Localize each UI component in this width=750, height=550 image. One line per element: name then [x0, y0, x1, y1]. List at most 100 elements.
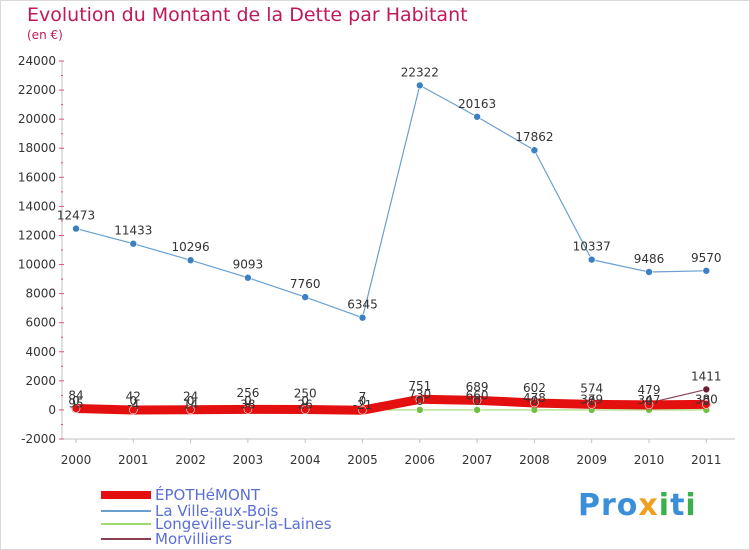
chart-title: Evolution du Montant de la Dette par Hab… — [27, 4, 468, 26]
data-label: 0 — [416, 394, 424, 408]
data-label: 9093 — [233, 258, 264, 272]
data-label: 10296 — [172, 240, 210, 254]
legend-label: Morvilliers — [155, 530, 233, 548]
data-label: 7760 — [290, 277, 321, 291]
data-label: 0 — [645, 394, 653, 408]
chart-subtitle: (en €) — [27, 28, 63, 42]
data-label: 689 — [466, 380, 489, 394]
data-label: 0 — [531, 394, 539, 408]
data-label: 0 — [473, 394, 481, 408]
data-point — [644, 400, 654, 410]
data-label: 602 — [523, 381, 546, 395]
data-label: 24 — [183, 390, 198, 404]
chart-data-labels: 12473 11433 10296 9093 7760 6345 22322 20163 178… — [57, 65, 722, 412]
x-tick-label: 2010 — [634, 453, 665, 467]
data-label: 0 — [359, 394, 367, 408]
data-point — [358, 405, 367, 415]
data-point — [530, 398, 539, 408]
data-label: 11433 — [114, 224, 152, 238]
data-label: 0 — [187, 394, 195, 408]
data-label: 256 — [236, 386, 259, 400]
data-label: 12473 — [57, 209, 95, 223]
chart-series — [71, 81, 711, 415]
y-tick-label: 8000 — [25, 287, 56, 301]
x-tick-label: 2002 — [175, 453, 206, 467]
y-tick-label: 14000 — [18, 199, 56, 213]
data-label: 17862 — [515, 130, 553, 144]
data-point — [301, 293, 310, 301]
data-label: 84 — [68, 389, 83, 403]
data-label: 1411 — [691, 369, 722, 383]
data-point — [244, 273, 252, 282]
x-tick-label: 2006 — [405, 453, 436, 467]
data-label: 730 — [408, 387, 431, 401]
data-label: 479 — [638, 383, 661, 397]
x-tick-label: 2008 — [519, 453, 550, 467]
legend-item-morvilliers: Morvilliers — [101, 530, 233, 548]
legend-label: ÉPOTHéMONT — [155, 486, 261, 504]
data-label: 38 — [240, 397, 255, 411]
data-point — [129, 239, 138, 248]
data-point — [473, 112, 481, 121]
legend-swatch — [101, 510, 151, 512]
y-tick-label: 12000 — [18, 228, 56, 242]
data-point — [129, 405, 138, 415]
data-label: 660 — [466, 388, 489, 402]
x-tick-label: 2003 — [233, 453, 264, 467]
data-label: 751 — [408, 379, 431, 393]
data-point — [415, 395, 425, 404]
data-point — [530, 146, 539, 155]
y-tick-label: 18000 — [18, 141, 56, 155]
data-point — [186, 405, 195, 415]
data-label: 42 — [126, 389, 141, 403]
data-label: -4 — [127, 398, 139, 412]
data-point — [415, 81, 424, 90]
y-tick-label: 20000 — [18, 112, 56, 126]
data-label: 0 — [702, 394, 710, 408]
data-label: 14 — [183, 398, 198, 412]
data-label: 250 — [294, 386, 317, 400]
legend-item-longeville-sur-la-laines: Longeville-sur-la-Laines — [101, 515, 332, 533]
y-tick-label: 16000 — [18, 170, 56, 184]
x-tick-label: 2009 — [576, 453, 607, 467]
y-tick-label: 22000 — [18, 83, 56, 97]
data-label: 9486 — [634, 252, 665, 266]
series-line — [75, 84, 707, 319]
x-tick-label: 2011 — [691, 453, 722, 467]
data-point — [702, 266, 711, 275]
data-label: 20163 — [458, 97, 496, 111]
x-tick-label: 2001 — [118, 453, 149, 467]
data-label: 0 — [588, 394, 596, 408]
data-point — [243, 405, 253, 414]
legend-label: Longeville-sur-la-Laines — [155, 515, 332, 533]
y-tick-label: 24000 — [18, 54, 56, 68]
data-point — [71, 404, 81, 413]
y-tick-label: -2000 — [21, 432, 56, 446]
data-label: 0 — [301, 394, 309, 408]
data-point — [587, 255, 596, 264]
data-label: 22322 — [401, 65, 439, 79]
data-point — [701, 400, 711, 409]
data-point — [72, 224, 80, 233]
data-point — [186, 256, 195, 265]
data-point — [702, 385, 711, 394]
legend-swatch — [101, 491, 151, 499]
x-tick-label: 2005 — [347, 453, 378, 467]
legend-label: La Ville-aux-Bois — [155, 502, 279, 520]
data-label: 10337 — [573, 240, 611, 254]
legend-swatch — [101, 523, 151, 525]
data-point — [645, 268, 653, 276]
data-label: 0 — [129, 394, 137, 408]
data-label: 6345 — [347, 298, 378, 312]
series-line — [71, 394, 711, 415]
y-tick-label: 4000 — [25, 345, 56, 359]
proxiti-logo: Proxiti — [578, 488, 697, 523]
data-point — [300, 405, 310, 414]
data-label: 347 — [638, 393, 661, 407]
chart-axes: -200002000400060008000100001200014000160… — [18, 54, 735, 467]
legend-item-epothemont: ÉPOTHéMONT — [101, 486, 261, 504]
data-label: 574 — [580, 382, 603, 396]
y-tick-label: 6000 — [25, 316, 56, 330]
